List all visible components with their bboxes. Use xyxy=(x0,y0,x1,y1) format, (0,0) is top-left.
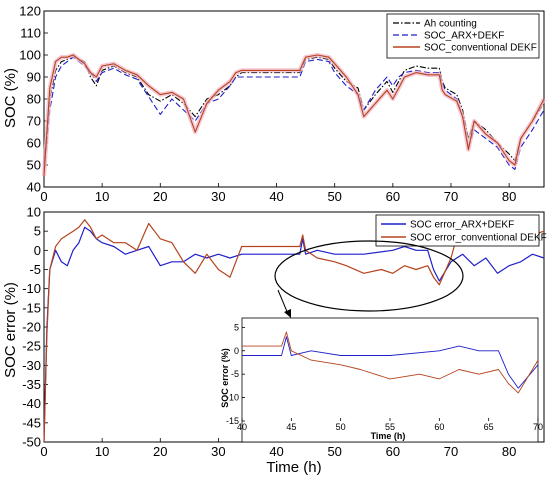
zoom-inset-y-tick-label: 5 xyxy=(234,322,239,332)
soc-y-tick-label: 70 xyxy=(27,114,41,129)
soc-x-tick-label: 0 xyxy=(40,189,47,204)
soc-y-tick-label: 60 xyxy=(27,136,41,151)
soc-y-tick-label: 40 xyxy=(27,180,41,195)
soc-y-axis-label: SOC (%) xyxy=(2,68,19,128)
soc-error-y-tick-label: -10 xyxy=(22,281,41,296)
zoom-inset-x-tick-label: 55 xyxy=(385,422,395,432)
soc-error-x-tick-label: 50 xyxy=(327,444,341,459)
zoom-inset-y-axis-label: SOC error (%) xyxy=(220,348,230,408)
zoom-inset-y-tick-label: -5 xyxy=(231,369,239,379)
zoom-inset-x-tick-label: 65 xyxy=(484,422,494,432)
soc-error-x-tick-label: 80 xyxy=(502,444,516,459)
soc-error-chart: 0 10 20 30 40 50 60 70 80-50-45-40-35-30-25-20-1… xyxy=(2,205,547,477)
soc-y-tick-label: 120 xyxy=(19,4,41,19)
soc-error-x-tick-label: 40 xyxy=(269,444,283,459)
soc-legend: Ah counting SOC_ARX+DEKF SOC_conventiona… xyxy=(386,13,540,59)
zoom-inset-y-tick-label: 0 xyxy=(234,346,239,356)
soc-error-legend: SOC error_ARX+DEKF SOC error_conventiona… xyxy=(375,214,547,247)
zoom-inset-x-tick-label: 50 xyxy=(336,422,346,432)
soc-error-y-tick-label: -20 xyxy=(22,320,41,335)
soc-error-x-tick-label: 60 xyxy=(386,444,400,459)
soc-legend-box xyxy=(386,13,540,59)
soc-error-y-tick-label: -25 xyxy=(22,339,41,354)
soc-error-line-soc-error-conventional-dekf xyxy=(43,215,545,443)
zoom-inset: 40 45 50 55 60 65 70 -15 -10 -5 0 5 SOC error (%) T… xyxy=(220,317,543,443)
soc-y-tick-label: 100 xyxy=(19,48,41,63)
soc-x-tick-label: 80 xyxy=(502,189,516,204)
soc-error-y-tick-label: 5 xyxy=(34,224,41,239)
soc-error-x-tick-label: 20 xyxy=(153,444,167,459)
soc-y-tick-label: 90 xyxy=(27,70,41,85)
zoom-inset-series-lines xyxy=(242,331,539,394)
soc-error-x-tick-label: 10 xyxy=(95,444,109,459)
soc-axis-ticks: 0 10 20 30 40 50 60 70 80 40 50 60 70 80 90 100 110 120 xyxy=(19,4,516,205)
soc-error-y-tick-label: -40 xyxy=(22,396,41,411)
legend-label-ah-counting: Ah counting xyxy=(424,19,477,30)
soc-error-y-tick-label: -30 xyxy=(22,358,41,373)
soc-y-tick-label: 80 xyxy=(27,92,41,107)
soc-error-x-tick-label: 30 xyxy=(211,444,225,459)
soc-error-x-tick-label: 70 xyxy=(444,444,458,459)
zoom-arrow xyxy=(277,289,291,318)
soc-error-y-tick-label: -5 xyxy=(29,262,41,277)
soc-y-tick-label: 50 xyxy=(27,158,41,173)
zoom-inset-x-tick-label: 60 xyxy=(434,422,444,432)
soc-x-tick-label: 30 xyxy=(211,189,225,204)
soc-error-y-tick-label: -50 xyxy=(22,435,41,450)
soc-x-tick-label: 10 xyxy=(95,189,109,204)
soc-error-y-tick-label: -15 xyxy=(22,300,41,315)
zoom-inset-x-tick-label: 70 xyxy=(533,422,543,432)
zoom-inset-x-axis-label: Time (h) xyxy=(371,431,406,441)
soc-error-y-tick-label: 10 xyxy=(27,205,41,220)
zoom-inset-x-tick-label: 45 xyxy=(286,422,296,432)
zoom-inset-line-soc-error-conventional-dekf xyxy=(242,331,539,394)
soc-x-tick-label: 50 xyxy=(327,189,341,204)
soc-chart: 0 10 20 30 40 50 60 70 80 40 50 60 70 80 90 100 110 120 S… xyxy=(2,4,546,205)
zoom-inset-frame xyxy=(241,317,539,443)
soc-error-y-tick-label: 0 xyxy=(34,243,41,258)
zoom-inset-x-tick-label: 40 xyxy=(237,422,247,432)
legend-label-soc-arx-dekf: SOC_ARX+DEKF xyxy=(424,31,504,42)
soc-error-legend-box xyxy=(375,214,540,247)
soc-error-series-lines xyxy=(43,215,545,443)
legend-label-soc-conventional-dekf: SOC_conventional DEKF xyxy=(424,43,537,54)
soc-error-axis-ticks: 0 10 20 30 40 50 60 70 80-50-45-40-35-30-25-20-1… xyxy=(22,205,516,460)
soc-error-y-axis-label: SOC error (%) xyxy=(2,282,19,378)
soc-error-y-tick-label: -35 xyxy=(22,377,41,392)
soc-x-tick-label: 60 xyxy=(386,189,400,204)
soc-series-lines xyxy=(41,52,546,177)
soc-error-y-tick-label: -45 xyxy=(22,415,41,430)
time-x-axis-label: Time (h) xyxy=(266,459,321,476)
soc-x-tick-label: 20 xyxy=(153,189,167,204)
soc-line-soc-conventional-dekf xyxy=(43,54,545,177)
zoom-inset-y-tick-label: -15 xyxy=(226,416,239,426)
zoom-highlight-ellipse xyxy=(274,240,464,312)
soc-x-tick-label: 40 xyxy=(269,189,283,204)
legend-label-soc-error-arx-dekf: SOC error_ARX+DEKF xyxy=(410,220,514,231)
soc-x-tick-label: 70 xyxy=(444,189,458,204)
soc-error-line-soc-error-arx-dekf xyxy=(43,226,545,443)
zoom-inset-line-soc-error-arx-dekf xyxy=(242,336,539,389)
soc-y-tick-label: 110 xyxy=(20,26,41,41)
zoom-inset-y-tick-label: -10 xyxy=(226,393,239,403)
soc-error-x-tick-label: 0 xyxy=(40,444,47,459)
legend-label-soc-error-conventional-dekf: SOC error_conventional DEKF xyxy=(410,233,547,244)
zoom-inset-axis-ticks: 40 45 50 55 60 65 70 -15 -10 -5 0 5 xyxy=(226,322,543,432)
